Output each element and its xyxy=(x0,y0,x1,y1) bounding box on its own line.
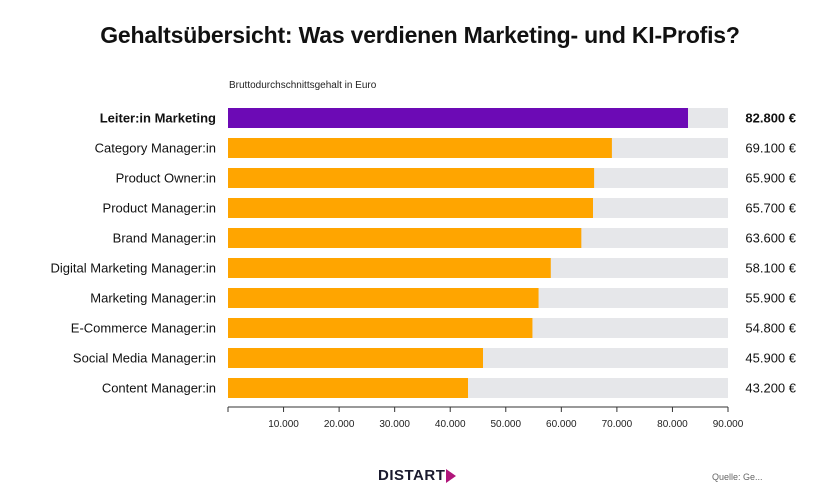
source-note: Quelle: Ge... xyxy=(712,472,763,482)
category-label: Product Manager:in xyxy=(103,201,216,216)
category-label: Marketing Manager:in xyxy=(90,291,216,306)
bar xyxy=(228,198,593,218)
value-label: 65.900 € xyxy=(745,171,796,186)
bar xyxy=(228,348,483,368)
x-tick-label: 90.000 xyxy=(713,419,744,430)
category-label: E-Commerce Manager:in xyxy=(71,321,216,336)
value-label: 69.100 € xyxy=(745,141,796,156)
chart-title: Gehaltsübersicht: Was verdienen Marketin… xyxy=(100,22,740,48)
bar xyxy=(228,258,551,278)
category-label: Brand Manager:in xyxy=(113,231,216,246)
bar xyxy=(228,138,612,158)
brand-logo-icon xyxy=(446,469,457,484)
category-label: Category Manager:in xyxy=(95,141,216,156)
x-tick-label: 50.000 xyxy=(490,419,521,430)
category-label: Leiter:in Marketing xyxy=(100,111,216,126)
x-tick-label: 20.000 xyxy=(324,419,355,430)
brand-logo-text: DISTART xyxy=(378,467,446,484)
value-label: 63.600 € xyxy=(745,231,796,246)
bar xyxy=(228,378,468,398)
value-label: 54.800 € xyxy=(745,321,796,336)
bar-highlight xyxy=(228,108,688,128)
x-tick-label: 80.000 xyxy=(657,419,688,430)
bar xyxy=(228,168,595,188)
value-label: 43.200 € xyxy=(745,381,796,396)
chart-subtitle: Bruttodurchschnittsgehalt in Euro xyxy=(229,80,377,91)
value-label: 65.700 € xyxy=(745,201,796,216)
x-tick-label: 60.000 xyxy=(546,419,577,430)
bar xyxy=(228,228,582,248)
bar xyxy=(228,318,533,338)
category-label: Digital Marketing Manager:in xyxy=(51,261,216,276)
x-tick-label: 10.000 xyxy=(268,419,299,430)
brand-logo: DISTART xyxy=(378,467,457,484)
value-label: 45.900 € xyxy=(745,351,796,366)
category-label: Social Media Manager:in xyxy=(73,351,216,366)
x-tick-label: 70.000 xyxy=(602,419,633,430)
category-label: Content Manager:in xyxy=(102,381,216,396)
value-label: 55.900 € xyxy=(745,291,796,306)
category-label: Product Owner:in xyxy=(116,171,216,186)
bar xyxy=(228,288,539,308)
value-label: 58.100 € xyxy=(745,261,796,276)
value-label: 82.800 € xyxy=(745,111,796,126)
x-tick-label: 40.000 xyxy=(435,419,466,430)
x-tick-label: 30.000 xyxy=(379,419,410,430)
